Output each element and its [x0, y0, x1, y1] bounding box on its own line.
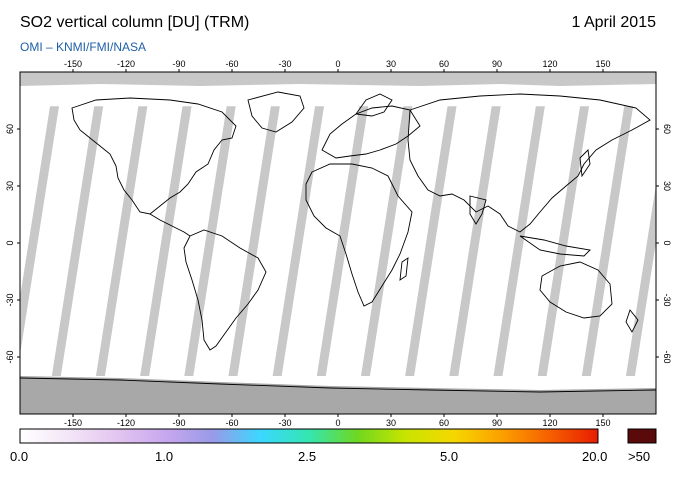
no-data-swath [51, 106, 104, 376]
south-america-coast [183, 229, 267, 351]
tick-label: 0 [5, 240, 15, 245]
colorbar-overflow-swatch [627, 428, 657, 444]
tick-label: -30 [278, 59, 291, 69]
map-date: 1 April 2015 [571, 14, 656, 31]
india-coast [469, 195, 487, 225]
colorbar-overflow-label: >50 [628, 449, 651, 464]
no-data-swath [316, 106, 369, 376]
tick-label: 120 [542, 59, 557, 69]
south-polar-cap [20, 376, 656, 414]
tick-label: 90 [492, 59, 502, 69]
madagascar-coast [399, 257, 409, 281]
colorbar-label-1: 1.0 [155, 449, 174, 464]
japan-coast [579, 149, 591, 178]
scandinavia-coast [355, 93, 393, 117]
no-data-swath [405, 106, 457, 376]
tick-label: -60 [5, 350, 15, 363]
new-zealand-coast [625, 309, 639, 333]
no-data-swath [228, 106, 280, 376]
no-data-swath [20, 106, 60, 355]
colorbar-label-4: 20.0 [582, 449, 608, 464]
longitude-ticks-top: -150 -120 -90 -60 -30 0 30 60 90 120 150 [64, 59, 611, 72]
tick-label: 120 [542, 418, 557, 428]
tick-label: -30 [278, 418, 291, 428]
north-polar-cap [20, 72, 656, 86]
tick-label: -60 [225, 59, 238, 69]
tick-label: 150 [595, 59, 610, 69]
coastlines [20, 91, 656, 393]
central-america-coast [149, 213, 191, 237]
greenland-coast [247, 91, 305, 133]
tick-label: -90 [172, 59, 185, 69]
tick-label: 150 [595, 418, 610, 428]
tick-label: -150 [64, 59, 82, 69]
africa-coast [305, 163, 413, 307]
colorbar-label-2: 2.5 [298, 449, 317, 464]
tick-label: 60 [439, 59, 449, 69]
data-credit: OMI – KNMI/FMI/NASA [20, 40, 147, 54]
tick-label: 0 [335, 59, 340, 69]
tick-label: 30 [662, 181, 672, 191]
tick-label: -30 [662, 293, 672, 306]
indonesia-coast [519, 235, 591, 257]
longitude-ticks-bottom: -150 -120 -90 -60 -30 0 30 60 90 120 150 [64, 414, 611, 428]
no-data-swath [537, 106, 590, 376]
tick-label: -120 [117, 59, 135, 69]
tick-label: 60 [439, 418, 449, 428]
no-data-swath [95, 106, 148, 376]
tick-label: 0 [335, 418, 340, 428]
no-data-swath [493, 106, 545, 376]
tick-label: -60 [225, 418, 238, 428]
asia-coast [407, 93, 651, 233]
tick-label: -120 [117, 418, 135, 428]
no-data-swath [449, 106, 501, 376]
tick-label: 30 [5, 181, 15, 191]
tick-label: 90 [492, 418, 502, 428]
tick-label: -60 [662, 350, 672, 363]
tick-label: -90 [172, 418, 185, 428]
europe-coast [321, 105, 421, 159]
tick-label: 30 [386, 59, 396, 69]
tick-label: -30 [5, 293, 15, 306]
no-data-swath [581, 106, 634, 376]
australia-coast [539, 261, 613, 319]
tick-label: 30 [386, 418, 396, 428]
colorbar-gradient [19, 428, 599, 444]
no-data-swath [184, 106, 236, 376]
colorbar-label-3: 5.0 [440, 449, 459, 464]
tick-label: 60 [5, 124, 15, 134]
no-data-swath [140, 106, 192, 376]
no-data-swath [360, 106, 413, 376]
tick-label: -150 [64, 418, 82, 428]
colorbar-label-0: 0.0 [10, 449, 29, 464]
tick-label: 60 [662, 124, 672, 134]
map-title: SO2 vertical column [DU] (TRM) [20, 14, 250, 31]
antarctica-coast [20, 377, 656, 393]
latitude-ticks-right: 60 30 0 -30 -60 [656, 124, 672, 364]
latitude-ticks-left: 60 30 0 -30 -60 [5, 124, 20, 364]
tick-label: 0 [662, 240, 672, 245]
north-america-coast [71, 97, 237, 215]
